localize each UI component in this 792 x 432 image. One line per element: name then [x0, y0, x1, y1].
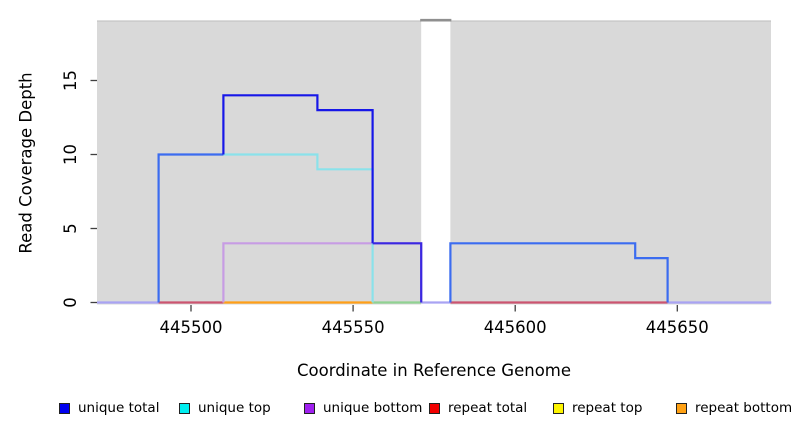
legend-item-unique-top: unique top: [179, 401, 271, 415]
segment-unique-total-rise: [157, 153, 224, 303]
y-axis-title: Read Coverage Depth: [16, 72, 36, 254]
legend-label: unique bottom: [323, 399, 423, 416]
legend-item-repeat-bottom: repeat bottom: [676, 401, 792, 415]
legend-label: repeat bottom: [695, 399, 792, 416]
unique-top-swatch-icon: [179, 402, 190, 414]
legend-label: unique top: [198, 399, 271, 416]
repeat-bottom-swatch-icon: [676, 402, 687, 414]
x-tick-label: 445650: [646, 318, 709, 337]
legend-item-unique-total: unique total: [59, 401, 159, 415]
gap-band: [421, 20, 451, 305]
unique-total-swatch-icon: [59, 402, 70, 414]
legend-item-repeat-total: repeat total: [429, 401, 527, 415]
y-tick-label: 5: [61, 223, 80, 234]
repeat-total-swatch-icon: [429, 402, 440, 414]
x-tick-label: 445600: [484, 318, 547, 337]
legend-label: unique total: [78, 399, 160, 416]
x-tick-label: 445500: [160, 318, 223, 337]
y-tick-label: 0: [61, 297, 80, 308]
x-axis-title: Coordinate in Reference Genome: [296, 361, 572, 380]
y-tick-label: 15: [61, 70, 80, 91]
x-tick-label: 445550: [322, 318, 385, 337]
segment-unique-total-peak: [222, 94, 374, 244]
segment-unique-total-shoulder: [372, 242, 423, 303]
segment-unique-total-right: [449, 242, 669, 303]
y-tick-label: 10: [61, 144, 80, 165]
legend-item-repeat-top: repeat top: [553, 401, 642, 415]
legend-label: repeat total: [448, 399, 528, 416]
unique-bottom-swatch-icon: [304, 402, 315, 414]
legend-item-unique-bottom: unique bottom: [304, 401, 422, 415]
legend-label: repeat top: [572, 399, 643, 416]
repeat-top-swatch-icon: [553, 402, 564, 414]
